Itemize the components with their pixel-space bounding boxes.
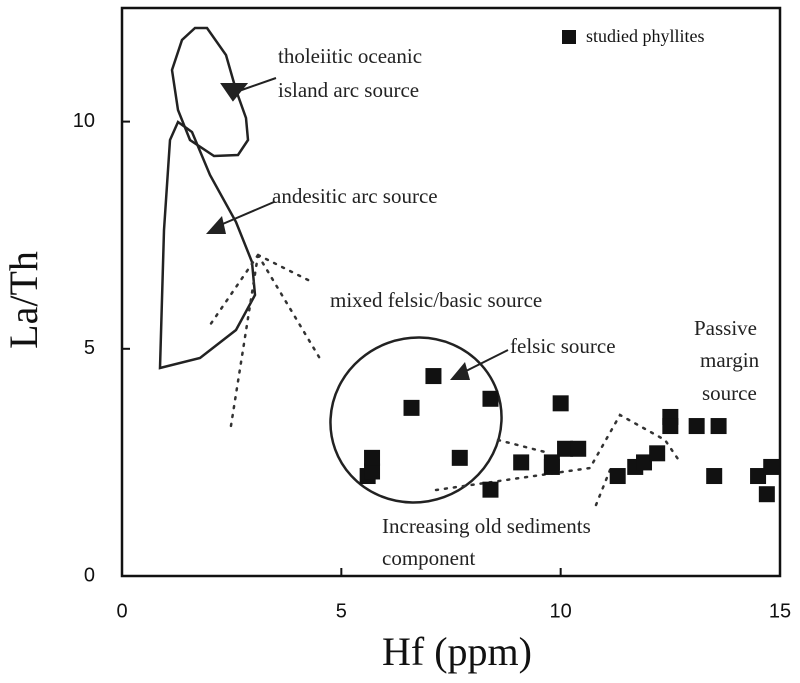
x-tick-label: 0 bbox=[116, 600, 127, 622]
mixed-lines bbox=[208, 253, 324, 434]
data-point bbox=[451, 449, 468, 466]
data-point bbox=[557, 440, 574, 457]
data-point bbox=[710, 418, 727, 435]
data-point bbox=[662, 418, 679, 435]
arrow bbox=[459, 349, 509, 375]
data-point bbox=[758, 486, 775, 503]
data-point bbox=[688, 418, 705, 435]
x-tick-label: 10 bbox=[550, 600, 572, 622]
data-point bbox=[482, 390, 499, 407]
annotation: source bbox=[702, 381, 757, 405]
data-point bbox=[750, 468, 767, 485]
annotation: tholeiitic oceanic bbox=[278, 44, 422, 68]
fields bbox=[158, 26, 682, 507]
felsic-field bbox=[329, 336, 503, 504]
data-point bbox=[552, 395, 569, 412]
data-point bbox=[364, 463, 381, 480]
data-point bbox=[403, 399, 420, 416]
x-tick-label: 5 bbox=[336, 600, 347, 622]
data-point bbox=[482, 481, 499, 498]
annotation: andesitic arc source bbox=[272, 184, 438, 208]
x-tick-label: 15 bbox=[769, 600, 791, 622]
legend-label: studied phyllites bbox=[586, 26, 705, 46]
andesitic-field bbox=[158, 120, 257, 370]
data-point bbox=[706, 468, 723, 485]
legend-marker bbox=[562, 30, 576, 44]
y-tick-label: 10 bbox=[73, 110, 95, 132]
data-point bbox=[636, 454, 653, 471]
annotation: mixed felsic/basic source bbox=[330, 288, 542, 312]
sediment-lines bbox=[434, 413, 682, 507]
arrow-head bbox=[206, 216, 226, 234]
data-point bbox=[649, 445, 666, 462]
y-tick-label: 5 bbox=[84, 337, 95, 359]
data-point bbox=[763, 458, 780, 475]
annotation: island arc source bbox=[278, 78, 419, 102]
data-point bbox=[513, 454, 530, 471]
x-axis-title: Hf (ppm) bbox=[382, 629, 532, 674]
arrow bbox=[217, 201, 275, 227]
data-point bbox=[543, 454, 560, 471]
annotation: Passive bbox=[694, 316, 757, 340]
annotation: component bbox=[382, 546, 475, 570]
y-tick-label: 0 bbox=[84, 564, 95, 586]
data-point bbox=[609, 468, 626, 485]
data-point bbox=[425, 368, 442, 385]
arrow-head bbox=[450, 362, 470, 380]
annotation: felsic source bbox=[510, 334, 616, 358]
data-point bbox=[570, 440, 587, 457]
plot-frame bbox=[120, 6, 782, 578]
y-axis-title: La/Th bbox=[1, 251, 46, 349]
data-point bbox=[364, 449, 381, 466]
annotation: margin bbox=[700, 348, 760, 372]
tholeiitic-field bbox=[170, 26, 250, 158]
arrow bbox=[220, 77, 277, 102]
annotation: Increasing old sediments bbox=[382, 514, 591, 538]
